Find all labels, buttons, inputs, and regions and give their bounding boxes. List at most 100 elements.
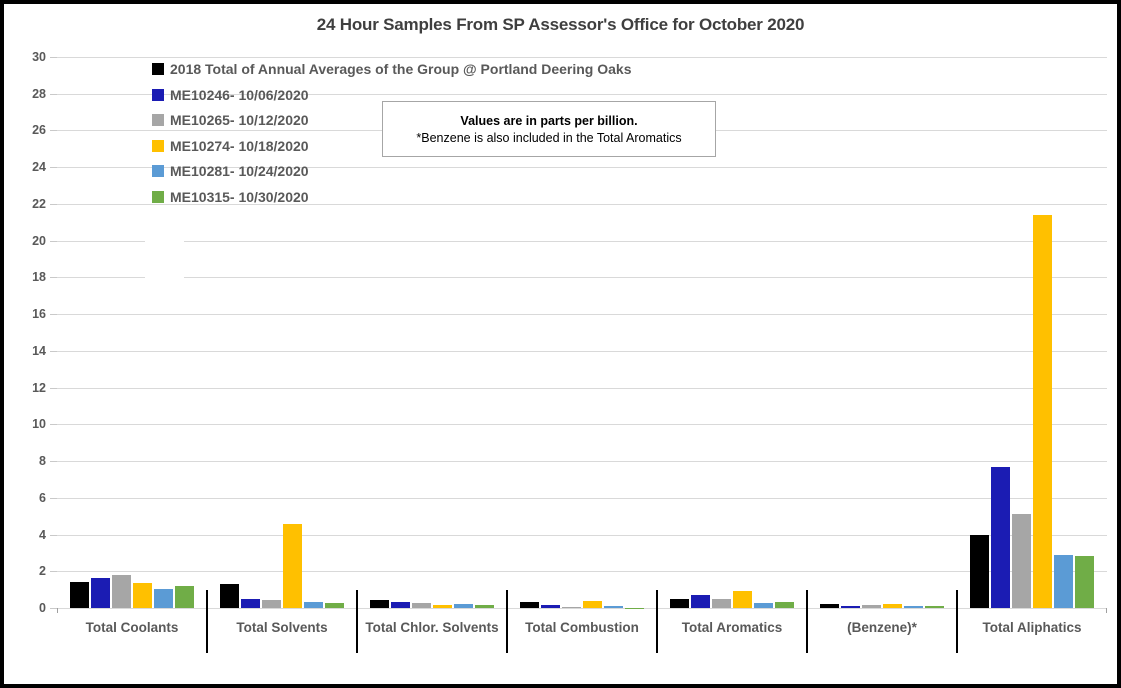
legend-label: ME10281- 10/24/2020: [170, 163, 309, 180]
gridline: [57, 277, 1107, 279]
gridline: [57, 240, 1107, 242]
bar: [583, 600, 602, 608]
note-line-2: *Benzene is also included in the Total A…: [416, 130, 682, 145]
bar: [775, 602, 794, 608]
bar: [175, 585, 194, 608]
y-tick: [50, 350, 57, 352]
bar: [670, 598, 689, 608]
y-tick-label: 4: [39, 527, 46, 542]
bar: [91, 577, 110, 608]
y-tick: [50, 534, 57, 536]
category-label: Total Chlor. Solvents: [365, 620, 499, 635]
y-tick-label: 14: [32, 343, 46, 358]
bar: [754, 603, 773, 608]
bar: [883, 604, 902, 608]
category-label: Total Aliphatics: [982, 620, 1082, 635]
bar: [154, 588, 173, 608]
bar: [133, 583, 152, 608]
y-tick-label: 6: [39, 490, 46, 505]
bar: [220, 584, 239, 608]
y-tick: [50, 167, 57, 169]
bar: [241, 598, 260, 608]
bar: [841, 606, 860, 608]
gridline: [57, 387, 1107, 389]
bar: [433, 605, 452, 608]
axis-end-tick: [57, 608, 58, 613]
gridline: [57, 534, 1107, 536]
bar: [283, 523, 302, 608]
y-tick: [50, 93, 57, 95]
bar: [1033, 214, 1052, 608]
gridline: [57, 314, 1107, 316]
y-tick: [50, 130, 57, 132]
note-line-1: Values are in parts per billion.: [460, 113, 638, 128]
bar: [1012, 514, 1031, 608]
y-tick: [50, 608, 57, 609]
bar: [712, 598, 731, 608]
bar: [691, 595, 710, 608]
y-tick-label: 10: [32, 417, 46, 432]
gridline: [57, 203, 1107, 205]
gridline: [57, 571, 1107, 573]
bar: [520, 602, 539, 608]
bar: [820, 604, 839, 608]
legend-label: ME10315- 10/30/2020: [170, 189, 309, 205]
y-tick-label: 16: [32, 307, 46, 322]
plot-area: [4, 4, 1117, 684]
legend-label: ME10274- 10/18/2020: [170, 137, 309, 154]
bar: [604, 606, 623, 608]
y-tick-label: 20: [32, 233, 46, 248]
y-tick-label: 8: [39, 454, 46, 469]
category-label: Total Solvents: [236, 620, 328, 635]
y-axis: 0 2 4 6 8 10 12 14 16 18 20 22 24 26 28 30: [4, 4, 1117, 684]
legend-label: 2018 Total of Annual Averages of the Gro…: [170, 61, 632, 77]
bar: [925, 606, 944, 608]
y-tick-label: 2: [39, 564, 46, 579]
bar: [304, 602, 323, 608]
bar: [325, 603, 344, 608]
category-label: Total Aromatics: [681, 620, 783, 635]
bar: [1054, 554, 1073, 608]
y-tick-label: 12: [32, 380, 46, 395]
y-tick-label: 28: [32, 86, 46, 101]
y-tick-label: 22: [32, 196, 46, 211]
legend-swatch: [152, 63, 164, 75]
bar: [412, 603, 431, 608]
bar: [475, 605, 494, 608]
gridline: [57, 608, 1107, 609]
gridline: [57, 350, 1107, 352]
category-divider: [506, 590, 508, 653]
y-tick-label: 26: [32, 123, 46, 138]
y-tick: [50, 497, 57, 499]
y-tick: [50, 240, 57, 242]
legend-label: ME10246- 10/06/2020: [170, 86, 309, 103]
bar: [391, 602, 410, 608]
bar: [1075, 555, 1094, 608]
y-tick-label: 0: [39, 601, 46, 615]
x-axis: Total Coolants Total Solvents Total Chlor.…: [4, 4, 1117, 684]
legend-swatch: [152, 191, 164, 203]
gridline: [57, 497, 1107, 499]
gridline: [57, 424, 1107, 426]
y-tick: [50, 387, 57, 389]
gridline: [57, 57, 1107, 58]
bar: [70, 582, 89, 608]
bar: [370, 599, 389, 608]
category-divider: [206, 590, 208, 653]
axis-end-tick: [1106, 608, 1107, 613]
category-divider: [956, 590, 958, 653]
legend-swatch: [152, 165, 164, 178]
bar: [970, 534, 989, 608]
gridline: [57, 461, 1107, 463]
y-tick-label: 30: [32, 50, 46, 64]
y-tick: [50, 314, 57, 316]
bar: [562, 607, 581, 608]
legend-swatch: [152, 139, 164, 152]
y-tick: [50, 571, 57, 573]
gridline: [57, 93, 1107, 95]
y-tick: [50, 424, 57, 426]
y-tick-label: 24: [32, 160, 46, 175]
legend-swatch: [152, 88, 164, 101]
bar: [541, 605, 560, 608]
